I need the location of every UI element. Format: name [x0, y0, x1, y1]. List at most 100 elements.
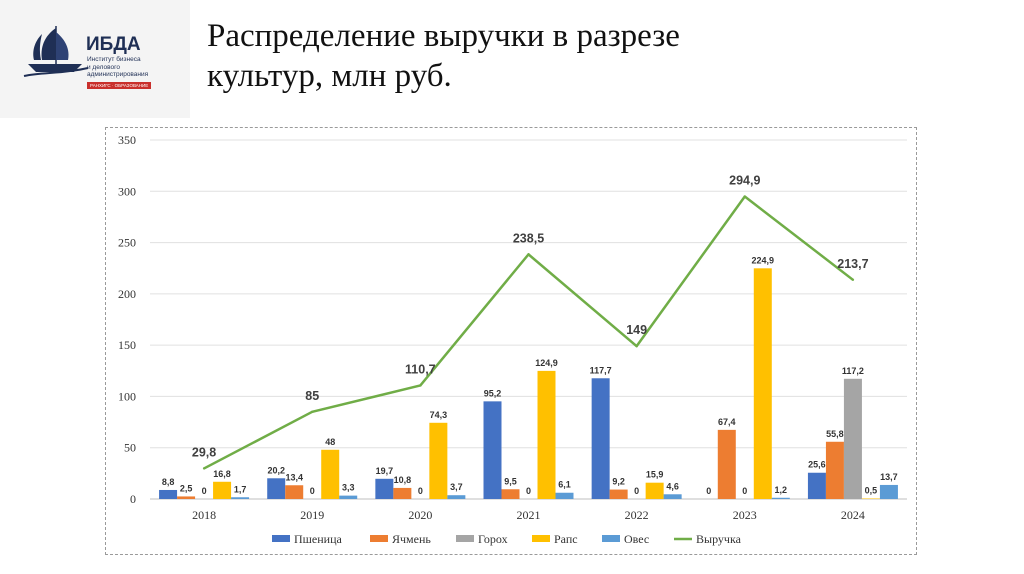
- bar: [825, 441, 844, 499]
- revenue-point: [635, 344, 638, 348]
- legend-swatch: [370, 535, 388, 542]
- bar-value-label: 3,3: [342, 483, 355, 493]
- bar-value-label: 124,9: [535, 358, 558, 368]
- revenue-point: [743, 195, 746, 198]
- legend-swatch: [602, 535, 620, 542]
- bar: [393, 487, 412, 499]
- bar: [537, 370, 556, 499]
- x-tick-label: 2022: [625, 508, 649, 522]
- bar: [213, 481, 232, 499]
- bar-value-label: 0: [202, 486, 207, 496]
- legend-label: Выручка: [696, 532, 742, 546]
- bar-value-label: 0: [706, 486, 711, 496]
- logo-name: ИБДА: [86, 34, 141, 55]
- bar-value-label: 19,7: [376, 466, 394, 476]
- bar-value-label: 0: [526, 486, 531, 496]
- bar-value-label: 74,3: [430, 410, 448, 420]
- legend-label: Рапс: [554, 532, 578, 546]
- bar: [861, 498, 880, 499]
- bar: [663, 494, 682, 499]
- y-tick-label: 250: [118, 236, 136, 250]
- legend-swatch: [272, 535, 290, 542]
- bar-value-label: 0,5: [865, 485, 878, 495]
- x-tick-label: 2021: [517, 508, 541, 522]
- bar: [501, 489, 520, 499]
- bar-value-label: 3,7: [450, 482, 463, 492]
- bar-value-label: 2,5: [180, 483, 193, 493]
- bar: [717, 429, 736, 499]
- bar: [645, 482, 664, 499]
- revenue-value-label: 29,8: [192, 445, 216, 459]
- bar-value-label: 0: [418, 486, 423, 496]
- bar: [321, 449, 340, 499]
- bar: [609, 489, 628, 499]
- bar-value-label: 117,2: [842, 366, 864, 376]
- legend-label: Овес: [624, 532, 649, 546]
- x-tick-label: 2020: [408, 508, 432, 522]
- bar: [267, 478, 286, 499]
- revenue-value-label: 149: [626, 323, 647, 337]
- revenue-point: [419, 384, 422, 387]
- bar: [375, 478, 394, 499]
- bar-value-label: 117,7: [590, 365, 612, 375]
- bar-value-label: 10,8: [394, 475, 412, 485]
- legend-swatch: [532, 535, 550, 542]
- bar-value-label: 224,9: [752, 255, 775, 265]
- y-tick-label: 300: [118, 184, 136, 198]
- bar-value-label: 13,7: [880, 472, 898, 482]
- revenue-value-label: 85: [305, 389, 319, 403]
- bar-value-label: 25,6: [808, 460, 826, 470]
- bar-value-label: 48: [325, 437, 335, 447]
- revenue-point: [311, 410, 314, 414]
- bar: [771, 497, 790, 499]
- bar-value-label: 0: [310, 486, 315, 496]
- bar-value-label: 0: [634, 486, 639, 496]
- y-tick-label: 50: [124, 441, 136, 455]
- bar-value-label: 55,8: [826, 429, 844, 439]
- bar: [555, 492, 574, 499]
- bar: [807, 472, 826, 499]
- y-tick-label: 200: [118, 287, 136, 301]
- bar: [753, 268, 772, 499]
- legend-swatch: [456, 535, 474, 542]
- x-tick-label: 2023: [733, 508, 757, 522]
- title-line-1: Распределение выручки в разрезе: [207, 18, 680, 54]
- bar: [159, 489, 178, 499]
- bar: [285, 485, 304, 499]
- logo-panel: ИБДА Институт бизнеса и делового админис…: [0, 0, 190, 118]
- bar-value-label: 16,8: [213, 469, 231, 479]
- bar: [447, 495, 466, 499]
- revenue-point: [527, 253, 530, 256]
- bar: [429, 422, 448, 499]
- bar-value-label: 4,6: [666, 481, 679, 491]
- bar-value-label: 9,2: [612, 477, 625, 487]
- y-tick-label: 100: [118, 389, 136, 403]
- x-tick-label: 2024: [841, 508, 865, 522]
- slide-title: Распределение выручки в разрезе культур,…: [207, 16, 907, 96]
- bar-value-label: 15,9: [646, 470, 664, 480]
- bar-value-label: 1,2: [775, 485, 788, 495]
- logo-subtitle: Институт бизнеса и делового администриро…: [87, 56, 149, 78]
- bar: [339, 495, 358, 499]
- bar: [879, 484, 898, 499]
- revenue-value-label: 110,7: [405, 362, 436, 376]
- bar-value-label: 6,1: [558, 480, 571, 490]
- revenue-point: [202, 467, 206, 470]
- bar-value-label: 0: [742, 486, 747, 496]
- revenue-value-label: 213,7: [837, 257, 868, 271]
- bar: [231, 497, 250, 499]
- bar: [843, 378, 862, 499]
- ship-icon: [23, 26, 89, 77]
- bar-value-label: 67,4: [718, 417, 736, 427]
- bar: [591, 378, 610, 499]
- revenue-point: [851, 278, 855, 282]
- legend-label: Ячмень: [392, 532, 431, 546]
- bar-value-label: 8,8: [162, 477, 175, 487]
- chart-frame: [105, 127, 917, 555]
- bar-value-label: 13,4: [285, 472, 303, 482]
- bar-value-label: 9,5: [504, 476, 517, 486]
- bar-value-label: 95,2: [484, 388, 502, 398]
- title-line-2: культур, млн руб.: [207, 58, 452, 94]
- y-tick-label: 150: [118, 338, 136, 352]
